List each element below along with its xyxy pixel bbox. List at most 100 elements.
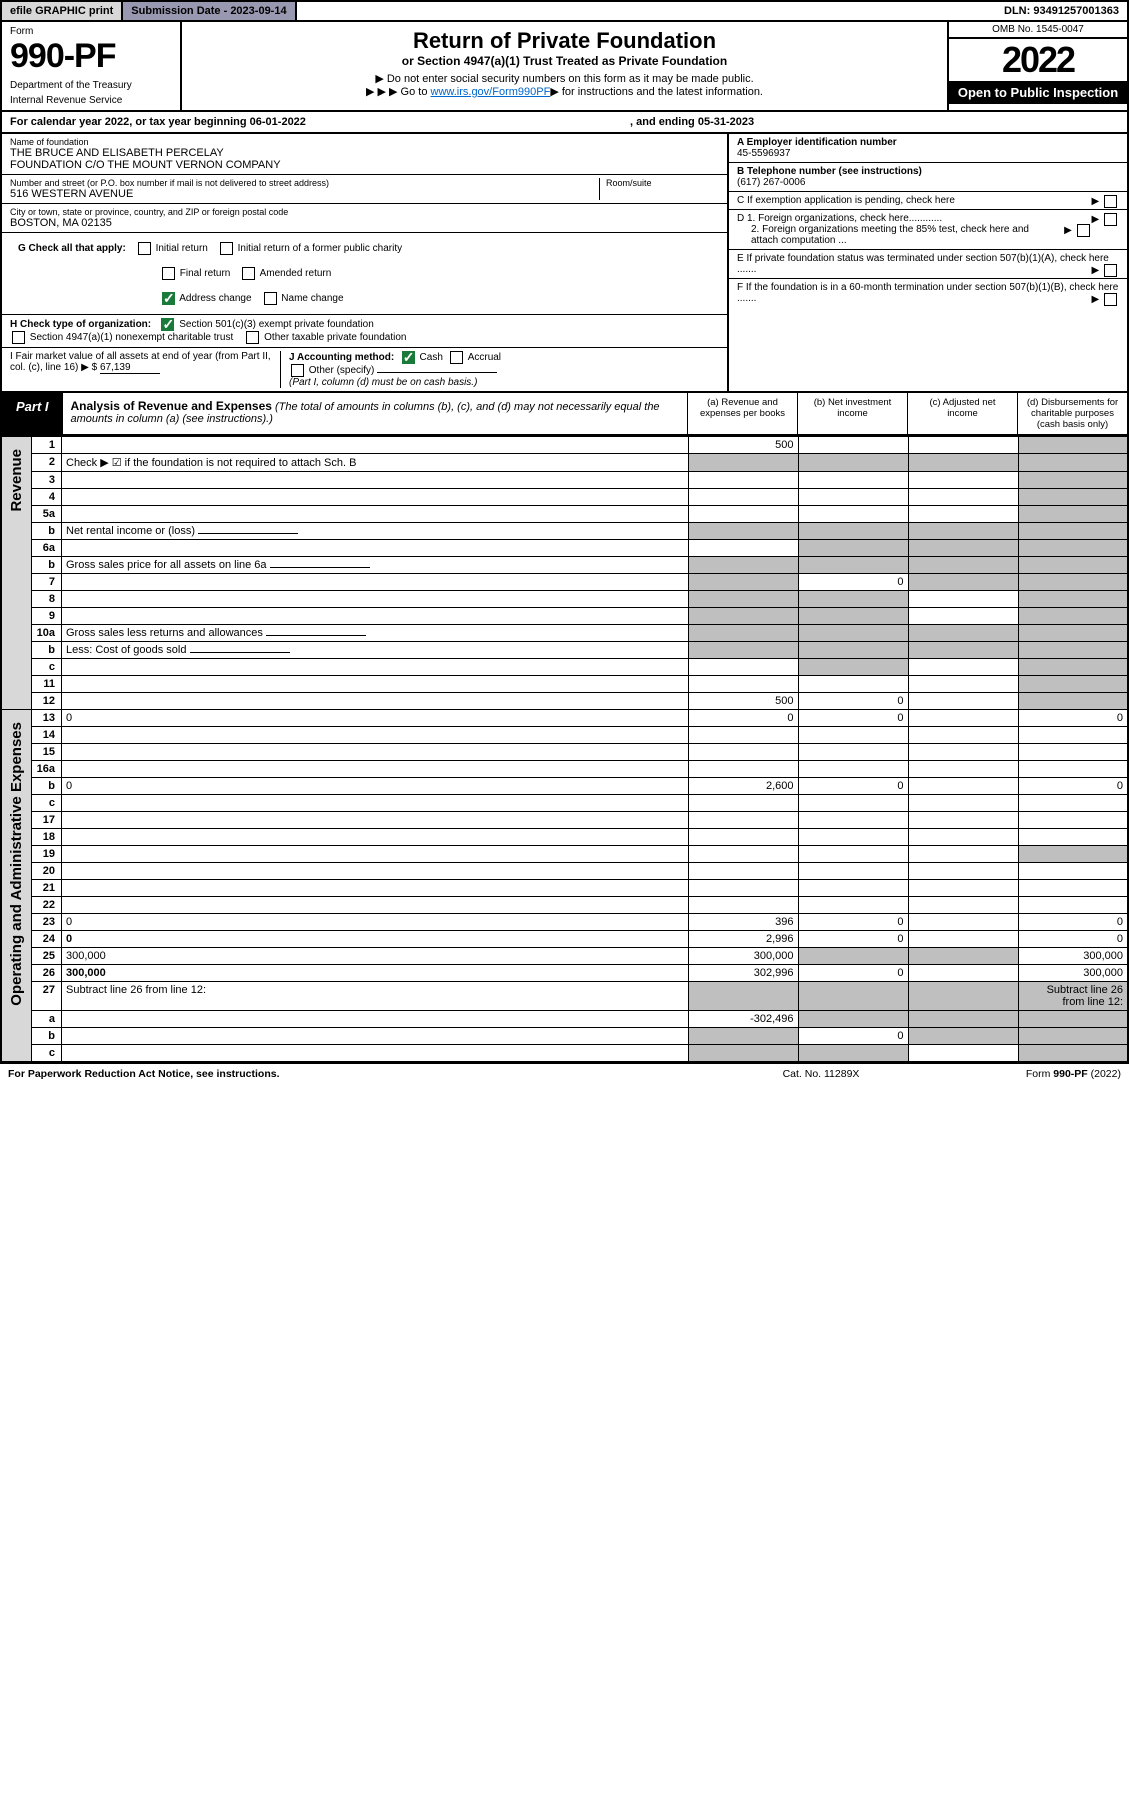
d1-label: D 1. Foreign organizations, check here..…: [737, 213, 942, 224]
chk-f[interactable]: [1104, 293, 1117, 306]
line-num: 23: [32, 914, 62, 931]
line-num: 6a: [32, 540, 62, 557]
chk-other-method[interactable]: [291, 364, 304, 377]
line-num: 7: [32, 574, 62, 591]
chk-cash[interactable]: [402, 351, 415, 364]
line-col-a: 2,600: [688, 778, 798, 795]
line-num: c: [32, 795, 62, 812]
line-desc: [62, 812, 689, 829]
line-desc: [62, 761, 689, 778]
line-col-b: [798, 880, 908, 897]
form-header: Form 990-PF Department of the Treasury I…: [0, 22, 1129, 112]
line-num: 20: [32, 863, 62, 880]
line-col-c: [908, 795, 1018, 812]
chk-initial-former[interactable]: [220, 242, 233, 255]
room-label: Room/suite: [606, 178, 719, 188]
line-col-d: [1018, 574, 1128, 591]
chk-name[interactable]: [264, 292, 277, 305]
chk-e[interactable]: [1104, 264, 1117, 277]
chk-d1[interactable]: [1104, 213, 1117, 226]
g-label: G Check all that apply:: [18, 243, 126, 254]
line-desc: [62, 540, 689, 557]
line-col-a: [688, 591, 798, 608]
line-col-a: [688, 761, 798, 778]
note-ssn: Do not enter social security numbers on …: [375, 73, 753, 85]
line-desc: [62, 863, 689, 880]
topbar-spacer: [297, 2, 996, 20]
line-num: 26: [32, 965, 62, 982]
line-col-c: [908, 625, 1018, 642]
line-col-c: [908, 965, 1018, 982]
side-label: Operating and Administrative Expenses: [1, 710, 32, 1063]
line-desc: Check ▶ ☑ if the foundation is not requi…: [62, 454, 689, 472]
j-label: J Accounting method:: [289, 352, 394, 363]
line-col-d: [1018, 829, 1128, 846]
line-col-c: [908, 693, 1018, 710]
line-col-d: [1018, 472, 1128, 489]
line-num: 17: [32, 812, 62, 829]
line-desc: Subtract line 26 from line 12:: [62, 982, 689, 1011]
header-center: Return of Private Foundation or Section …: [182, 22, 947, 110]
line-col-b: [798, 948, 908, 965]
chk-other-tax[interactable]: [246, 331, 259, 344]
line-num: 1: [32, 437, 62, 454]
form-title: Return of Private Foundation: [194, 28, 935, 54]
line-col-b: [798, 506, 908, 523]
line-num: b: [32, 778, 62, 795]
efile-label[interactable]: efile GRAPHIC print: [2, 2, 123, 20]
line-col-c: [908, 676, 1018, 693]
chk-4947[interactable]: [12, 331, 25, 344]
line-col-b: [798, 727, 908, 744]
line-col-a: [688, 897, 798, 914]
line-col-b: [798, 676, 908, 693]
line-num: b: [32, 523, 62, 540]
line-col-d: [1018, 676, 1128, 693]
irs-link[interactable]: www.irs.gov/Form990PF: [431, 86, 551, 98]
line-col-a: [688, 1028, 798, 1045]
line-col-a: [688, 489, 798, 506]
b-val: (617) 267-0006: [737, 177, 805, 188]
city-cell: City or town, state or province, country…: [2, 204, 727, 233]
chk-accrual[interactable]: [450, 351, 463, 364]
col-d-hdr: (d) Disbursements for charitable purpose…: [1017, 393, 1127, 434]
form-subtitle: or Section 4947(a)(1) Trust Treated as P…: [194, 54, 935, 68]
line-col-d: [1018, 795, 1128, 812]
e-cell: E If private foundation status was termi…: [729, 250, 1127, 279]
footer-left: For Paperwork Reduction Act Notice, see …: [8, 1068, 721, 1080]
chk-amended[interactable]: [242, 267, 255, 280]
line-desc: [62, 795, 689, 812]
chk-501c3[interactable]: [161, 318, 174, 331]
line-col-b: [798, 761, 908, 778]
j-note: (Part I, column (d) must be on cash basi…: [289, 377, 477, 388]
chk-address[interactable]: [162, 292, 175, 305]
line-num: 14: [32, 727, 62, 744]
chk-c[interactable]: [1104, 195, 1117, 208]
line-col-b: [798, 846, 908, 863]
line-col-a: 500: [688, 437, 798, 454]
line-desc: [62, 744, 689, 761]
line-col-c: [908, 710, 1018, 727]
chk-d2[interactable]: [1077, 224, 1090, 237]
line-desc: Gross sales price for all assets on line…: [62, 557, 689, 574]
i-value: 67,139: [100, 362, 160, 374]
line-col-d: [1018, 1011, 1128, 1028]
line-num: 21: [32, 880, 62, 897]
line-col-b: 0: [798, 1028, 908, 1045]
line-col-c: [908, 778, 1018, 795]
line-col-b: [798, 982, 908, 1011]
line-col-a: [688, 523, 798, 540]
line-col-b: [798, 795, 908, 812]
line-col-b: [798, 1045, 908, 1063]
line-col-d: [1018, 761, 1128, 778]
part1-header: Part I Analysis of Revenue and Expenses …: [0, 393, 1129, 436]
col-b-hdr: (b) Net investment income: [797, 393, 907, 434]
line-col-c: [908, 454, 1018, 472]
form-number: 990-PF: [10, 37, 172, 76]
c-cell: C If exemption application is pending, c…: [729, 192, 1127, 210]
chk-final[interactable]: [162, 267, 175, 280]
dln: DLN: 93491257001363: [996, 2, 1127, 20]
chk-initial[interactable]: [138, 242, 151, 255]
line-col-b: [798, 437, 908, 454]
line-col-d: [1018, 642, 1128, 659]
line-desc: 0: [62, 710, 689, 727]
